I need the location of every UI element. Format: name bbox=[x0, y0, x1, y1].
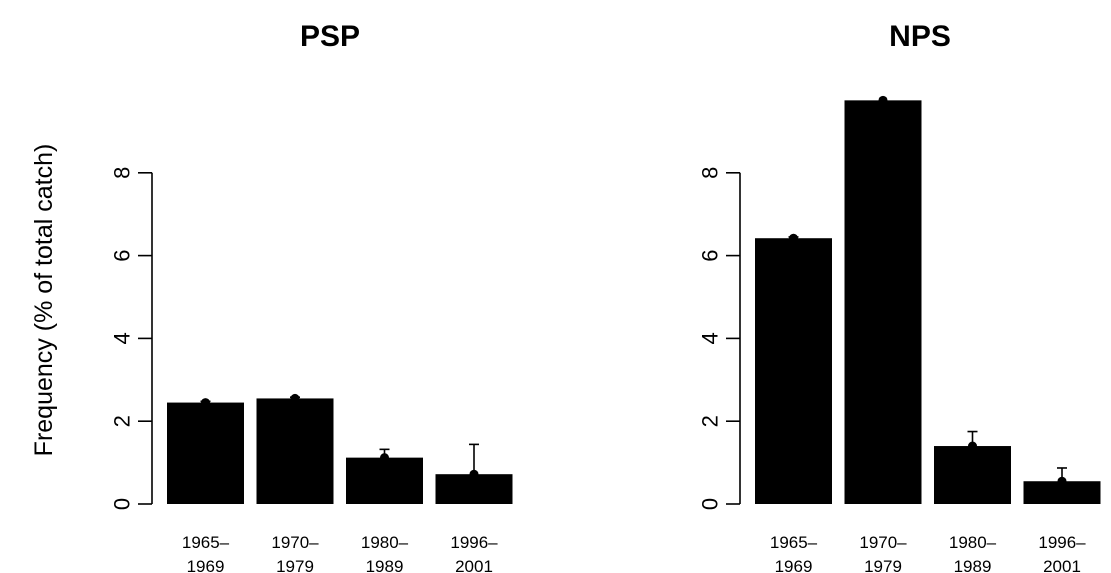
mean-point bbox=[789, 233, 798, 243]
x-tick-label: 1980– bbox=[361, 533, 409, 552]
x-tick-label: 1979 bbox=[276, 557, 314, 573]
x-tick-label: 1996– bbox=[1038, 533, 1086, 552]
y-tick-label: 2 bbox=[698, 415, 723, 427]
y-tick-label: 6 bbox=[110, 249, 135, 261]
bar bbox=[256, 398, 334, 504]
x-tick-label: 1980– bbox=[949, 533, 997, 552]
y-tick-label: 2 bbox=[110, 415, 135, 427]
x-tick-label: 1965– bbox=[182, 533, 230, 552]
x-tick-label: 1989 bbox=[366, 557, 404, 573]
plot-area: 0 2 4 6 8 1965– 1969 1970– 1979 1980– 1989 1996– 200… bbox=[698, 95, 1101, 573]
mean-point bbox=[201, 398, 210, 408]
bar bbox=[755, 238, 832, 504]
x-tick-label: 1969 bbox=[775, 557, 813, 573]
chart-panel-psp: PSP 0 2 4 6 8 1965– 1969 1970– 1979 1980– 1989 1996… bbox=[110, 20, 513, 573]
bar bbox=[934, 446, 1011, 504]
y-tick-label: 4 bbox=[698, 332, 723, 344]
x-tick-label: 2001 bbox=[455, 557, 493, 573]
y-tick-label: 8 bbox=[698, 167, 723, 179]
y-tick-label: 4 bbox=[110, 332, 135, 344]
x-tick-label: 1979 bbox=[864, 557, 902, 573]
y-axis-label: Frequency (% of total catch) bbox=[30, 144, 58, 457]
y-tick-label: 0 bbox=[110, 498, 135, 510]
x-tick-label: 2001 bbox=[1043, 557, 1081, 573]
bar bbox=[346, 457, 423, 504]
chart-title: NPS bbox=[889, 20, 951, 53]
plot-area: 0 2 4 6 8 1965– 1969 1970– 1979 1980– 1989 1996– 200… bbox=[110, 167, 513, 573]
mean-point bbox=[968, 441, 977, 451]
y-tick-label: 8 bbox=[110, 167, 135, 179]
chart-title: PSP bbox=[300, 20, 360, 53]
x-tick-label: 1989 bbox=[954, 557, 992, 573]
x-tick-label: 1969 bbox=[187, 557, 225, 573]
y-tick-label: 6 bbox=[698, 249, 723, 261]
mean-point bbox=[290, 393, 300, 403]
bar bbox=[844, 100, 922, 504]
x-tick-label: 1970– bbox=[859, 533, 907, 552]
x-tick-label: 1996– bbox=[450, 533, 498, 552]
bar bbox=[1023, 481, 1101, 504]
y-tick-label: 0 bbox=[698, 498, 723, 510]
bar bbox=[435, 474, 513, 504]
mean-point bbox=[1057, 476, 1067, 486]
x-tick-label: 1965– bbox=[770, 533, 818, 552]
bar bbox=[167, 402, 244, 504]
x-tick-label: 1970– bbox=[271, 533, 319, 552]
mean-point bbox=[380, 453, 389, 463]
mean-point bbox=[878, 95, 888, 105]
chart-panel-nps: NPS 0 2 4 6 8 1965– 1969 1970– 1979 1980– 1989 1996… bbox=[698, 20, 1101, 573]
mean-point bbox=[469, 469, 479, 479]
